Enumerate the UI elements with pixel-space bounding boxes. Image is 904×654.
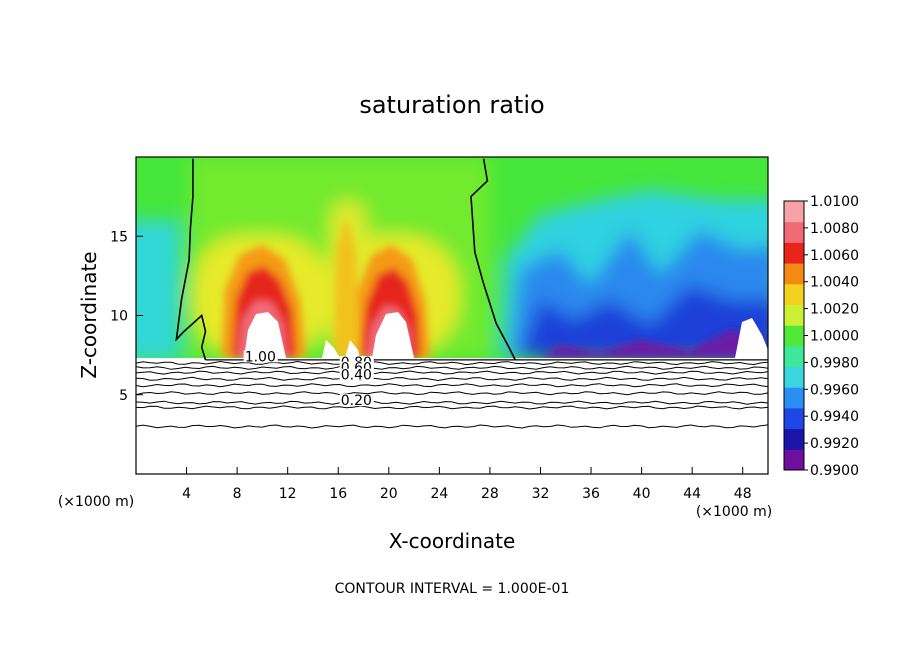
contour-lines: 1.000.800.600.400.20 [136,158,768,429]
colorbar-swatch [784,221,804,243]
colorbar-level-label: 0.9960 [810,382,859,398]
x-tick-label: 36 [582,486,600,502]
colorbar-swatch [784,449,804,471]
colorbar-level-label: 0.9920 [810,436,859,452]
y-tick-label: 15 [110,229,128,245]
x-tick-label: 16 [329,486,347,502]
x-tick-label: 24 [430,486,448,502]
x-axis-unit-left: (×1000 m) [58,494,134,510]
contour-line [136,370,768,375]
contour-line [136,360,768,366]
colorbar-swatch [784,366,804,388]
contour-line [136,391,768,396]
contour-line [136,383,768,388]
x-tick-label: 28 [481,486,499,502]
chart-title: saturation ratio [359,91,544,119]
contour-label: 1.00 [245,349,276,365]
colorbar-level-label: 1.0060 [810,248,859,264]
field-white-center [322,340,360,358]
x-axis-label: X-coordinate [389,529,516,553]
field-orange-tower [334,218,360,358]
colorbar-swatch [784,428,804,450]
x-tick-label: 40 [633,486,651,502]
x-tick-label: 48 [734,486,752,502]
y-tick-label: 10 [110,309,128,325]
contour-line [136,365,768,370]
x-axis-unit-right: (×1000 m) [696,504,772,520]
contour-line [136,424,768,429]
x-tick-label: 8 [233,486,242,502]
y-axis-label: Z-coordinate [77,251,101,378]
field-white-right [372,312,414,358]
isoline-1-00 [470,158,516,361]
colorbar-swatch [784,242,804,264]
x-tick-label: 44 [683,486,701,502]
contour-label-bg [339,394,374,407]
contour-line [136,376,768,382]
saturation-field [136,157,768,358]
field-white-left [244,312,286,358]
contour-interval-note: CONTOUR INTERVAL = 1.000E-01 [335,581,570,597]
colorbar-level-label: 0.9900 [810,463,859,479]
colorbar-swatch [784,345,804,368]
colorbar-swatch [784,387,804,409]
contour-label-bg [243,350,278,363]
x-tick-label: 32 [532,486,550,502]
x-tick-label: 20 [380,486,398,502]
field-cyan-left [136,220,180,358]
colorbar-level-label: 1.0020 [810,302,859,318]
x-tick-label: 4 [182,486,191,502]
contour-label: 0.40 [341,368,372,384]
field-purple-right [540,330,768,358]
colorbar: 0.9900 0.9920 0.9940 0.9960 0.9980 1.0000 1.00… [783,194,859,479]
colorbar-level-label: 0.9980 [810,355,859,371]
isoline-1-00 [175,158,207,361]
colorbar-level-label: 1.0080 [810,221,859,237]
colorbar-level-label: 1.0000 [810,329,859,345]
field-white-far-right [735,318,768,358]
contour-line [136,400,768,405]
colorbar-level-label: 1.0040 [810,275,859,291]
contour-label-bg [339,368,374,381]
x-tick-label: 12 [279,486,297,502]
colorbar-swatch [784,283,804,305]
y-tick-label: 5 [119,388,128,404]
colorbar-swatch [784,325,804,347]
colorbar-swatch [784,407,804,430]
field-darkblue-right [520,285,768,358]
colorbar-level-label: 1.0100 [810,194,859,210]
colorbar-swatch [784,304,804,326]
colorbar-swatch [784,263,804,285]
colorbar-level-label: 0.9940 [810,409,859,425]
contour-line [136,405,768,410]
contour-label: 0.20 [341,393,372,409]
colorbar-swatch [784,201,804,223]
